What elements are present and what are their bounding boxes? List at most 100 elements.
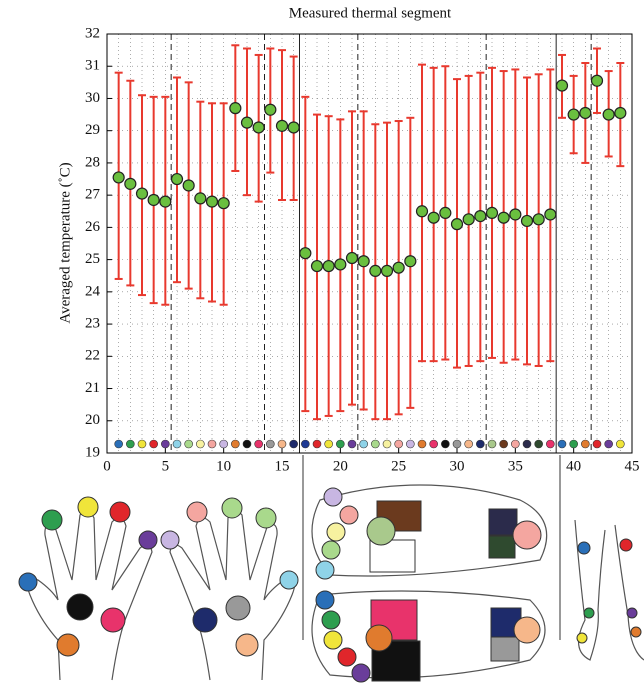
mean-point [170,172,184,186]
x-tick-label: 45 [625,458,640,474]
sensor-color-marker [441,439,450,449]
sensor-color-marker [581,439,590,449]
sensor-color-marker [499,439,508,449]
mean-point [450,218,464,231]
sensor-color-marker [569,439,578,449]
sensor-color-marker [126,439,135,449]
sensor-color-marker [114,439,123,449]
y-tick-label: 23 [85,316,100,332]
x-tick-label: 25 [391,458,406,474]
sensor-color-marker [417,439,427,449]
mean-point [194,192,207,205]
mean-point [380,264,394,277]
sensor-color-marker [231,439,240,449]
chart-title: Measured thermal segment [289,5,452,21]
mean-point [182,179,195,192]
y-tick-label: 30 [85,90,100,106]
sensor-color-marker [487,439,497,449]
y-tick-label: 19 [85,444,100,460]
mean-point [229,102,242,115]
mean-point [205,195,219,208]
mean-point [497,211,510,224]
sensor-color-marker [301,439,310,449]
mean-point [567,108,580,121]
sensor-color-marker [266,439,275,449]
sensor-color-marker [557,439,567,449]
x-tick-label: 30 [450,458,465,474]
mean-point [217,197,230,210]
sensor-color-marker [592,439,602,449]
sensor-color-marker [137,439,147,449]
sensor-color-marker [429,439,438,449]
mean-point [590,74,604,87]
mean-point [112,171,125,184]
mean-point [485,206,499,219]
sensor-color-marker [149,439,158,449]
x-tick-label: 20 [333,458,348,474]
mean-point [240,116,254,129]
mean-point [555,79,569,92]
mean-point [147,193,160,207]
sensor-color-marker [172,439,182,449]
y-tick-label: 25 [85,251,100,267]
sensor-color-marker [616,439,625,449]
mean-point [287,121,300,134]
y-tick-label: 29 [85,122,100,138]
body-illustration [18,455,644,683]
mean-point [509,208,522,221]
mean-point [415,205,429,218]
x-tick-label: 40 [566,458,581,474]
mean-point [252,121,265,134]
sensor-color-marker [324,439,333,449]
sensor-color-marker [277,439,287,449]
y-tick-label: 26 [85,219,101,235]
sensor-color-marker [371,439,380,449]
mean-point [322,259,335,273]
mean-point [404,255,417,268]
sensor-color-marker [289,439,298,449]
mean-point [532,213,545,226]
mean-point [474,210,487,223]
y-tick-label: 22 [85,348,100,364]
sensor-color-marker [242,439,252,449]
sensor-color-marker [604,439,613,449]
mean-point [345,251,359,265]
sensor-color-marker [196,439,205,449]
sensor-color-marker [406,439,415,449]
sensor-color-marker [336,439,345,449]
y-axis-label: Averaged temperature (˚C) [57,162,73,323]
y-tick-label: 24 [85,283,101,299]
mean-point [614,106,627,120]
x-tick-label: 5 [162,458,170,474]
mean-point [544,208,557,221]
x-tick-label: 15 [275,458,290,474]
mean-point [439,206,452,219]
mean-point [264,103,277,116]
mean-point [310,259,324,273]
sensor-color-marker [184,439,193,449]
sensor-color-marker [161,439,170,449]
y-tick-label: 32 [85,25,100,41]
mean-point [275,119,289,132]
mean-point [392,261,405,274]
sensor-color-marker [452,439,462,449]
mean-point [299,247,312,260]
y-tick-label: 28 [85,154,100,170]
sensor-color-marker [546,439,555,449]
sensor-color-marker [394,439,403,449]
mean-point [135,187,149,200]
sensor-color-marker [382,439,392,449]
sensor-color-marker [254,439,263,449]
mean-point [579,106,592,120]
sensor-color-marker [312,439,322,449]
mean-point [427,211,440,224]
mean-point [124,177,137,190]
y-tick-label: 21 [85,380,100,396]
sensor-color-marker [511,439,520,449]
mean-point [357,255,370,268]
mean-point [462,213,475,226]
y-tick-label: 31 [85,58,100,74]
mean-point [159,195,172,208]
sensor-color-marker [464,439,473,449]
